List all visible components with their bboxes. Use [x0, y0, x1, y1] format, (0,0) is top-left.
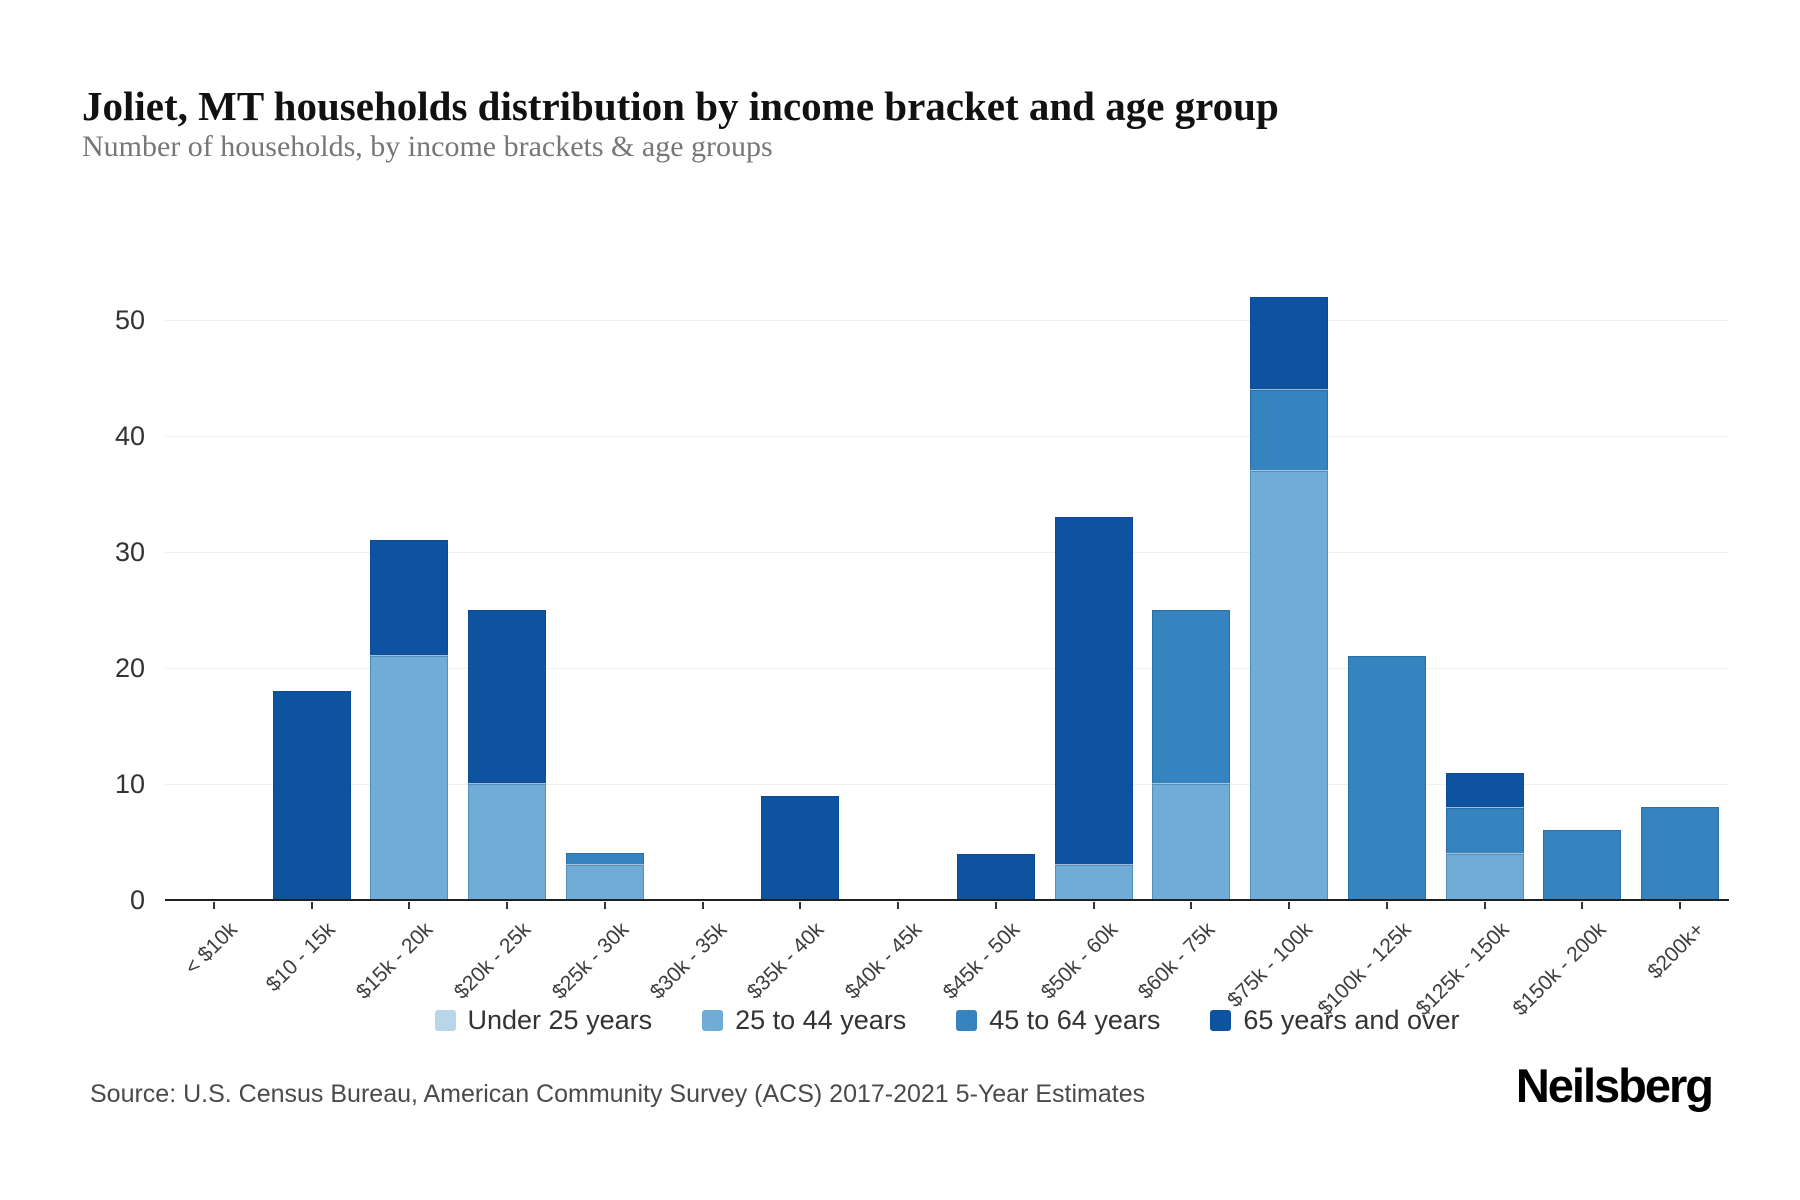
x-axis-category-label: $45k - 50k	[938, 918, 1025, 1004]
x-axis-category-label: $200k+	[1642, 918, 1709, 984]
x-axis-category-label: $40k - 45k	[840, 918, 927, 1004]
x-axis-tick-mark	[995, 902, 997, 909]
legend-label: 25 to 44 years	[735, 1005, 907, 1035]
bar-column--200k+	[1641, 807, 1719, 900]
bar-segment[interactable]	[566, 853, 644, 865]
bar-column--45k-50k	[957, 854, 1035, 900]
x-axis-tick-mark	[1679, 902, 1681, 909]
gridline-y20	[165, 668, 1729, 669]
bar-segment[interactable]	[1250, 471, 1328, 900]
chart-legend: Under 25 years 25 to 44 years 45 to 64 yea…	[165, 1005, 1729, 1036]
legend-swatch-icon	[956, 1010, 978, 1031]
x-axis-category-label: $35k - 40k	[742, 918, 829, 1004]
bar-segment[interactable]	[566, 865, 644, 900]
x-axis-tick-mark	[897, 902, 899, 909]
x-axis-tick-mark	[702, 902, 704, 909]
x-axis-tick-mark	[311, 902, 313, 909]
bar-column--60k-75k	[1152, 610, 1230, 900]
x-axis-line	[165, 899, 1729, 901]
bar-segment[interactable]	[957, 854, 1035, 900]
legend-item-under-25-years[interactable]: Under 25 years	[434, 1005, 653, 1036]
x-axis-category-label: < $10k	[180, 918, 243, 980]
y-axis-tick-label: 40	[114, 421, 145, 451]
x-axis-tick-mark	[408, 902, 410, 909]
gridline-y40	[165, 436, 1729, 437]
x-axis-tick-mark	[1093, 902, 1095, 909]
x-axis-category-label: $75k - 100k	[1223, 918, 1318, 1012]
bar-segment[interactable]	[1446, 773, 1524, 808]
bar-segment[interactable]	[1543, 830, 1621, 900]
page-subtitle: Number of households, by income brackets…	[82, 130, 773, 163]
bar-column--150k-200k	[1543, 830, 1621, 900]
gridline-y50	[165, 320, 1729, 321]
source-attribution: Source: U.S. Census Bureau, American Com…	[90, 1080, 1146, 1108]
page-title: Joliet, MT households distribution by in…	[82, 83, 1279, 130]
legend-swatch-icon	[1210, 1010, 1232, 1031]
bar-column--15k-20k	[370, 540, 448, 900]
legend-label: Under 25 years	[467, 1005, 653, 1035]
bar-column--50k-60k	[1055, 517, 1133, 900]
neilsberg-logo: Neilsberg	[1515, 1059, 1714, 1112]
bar-column--20k-25k	[468, 610, 546, 900]
bar-segment[interactable]	[370, 656, 448, 900]
legend-swatch-icon	[702, 1010, 724, 1031]
x-axis-category-label: $30k - 35k	[645, 918, 732, 1004]
legend-label: 45 to 64 years	[989, 1005, 1161, 1035]
x-axis-tick-mark	[1190, 902, 1192, 909]
y-axis-tick-label: 10	[114, 769, 145, 799]
x-axis-category-label: $15k - 20k	[351, 918, 438, 1004]
bar-segment[interactable]	[1250, 297, 1328, 390]
x-axis-tick-mark	[604, 902, 606, 909]
bar-segment[interactable]	[1055, 865, 1133, 900]
x-axis-tick-mark	[1484, 902, 1486, 909]
bar-segment[interactable]	[468, 784, 546, 900]
x-axis-tick-mark	[1288, 902, 1290, 909]
legend-item-25-to-44-years[interactable]: 25 to 44 years	[702, 1005, 906, 1036]
legend-item-65-years-and-over[interactable]: 65 years and over	[1210, 1005, 1460, 1036]
x-axis-category-label: $10 - 15k	[262, 918, 341, 997]
gridline-y10	[165, 784, 1729, 785]
bar-column--35k-40k	[761, 796, 839, 900]
bar-segment[interactable]	[370, 540, 448, 656]
bar-segment[interactable]	[1055, 517, 1133, 865]
y-axis-tick-label: 20	[114, 653, 145, 683]
bar-segment[interactable]	[1152, 784, 1230, 900]
bar-column--25k-30k	[566, 853, 644, 900]
x-axis-category-label: $50k - 60k	[1036, 918, 1123, 1004]
x-axis-tick-mark	[1386, 902, 1388, 909]
y-axis-tick-label: 50	[114, 305, 145, 335]
y-axis-tick-label: 30	[114, 537, 145, 567]
x-axis-category-label: $20k - 25k	[449, 918, 536, 1004]
x-axis-category-label: $60k - 75k	[1133, 918, 1220, 1004]
bar-segment[interactable]	[1250, 390, 1328, 471]
bar-segment[interactable]	[1348, 656, 1426, 900]
bar-column--75k-100k	[1250, 297, 1328, 900]
bar-segment[interactable]	[1641, 807, 1719, 900]
bar-segment[interactable]	[468, 610, 546, 784]
legend-item-45-to-64-years[interactable]: 45 to 64 years	[956, 1005, 1160, 1036]
x-axis-tick-mark	[213, 902, 215, 909]
legend-swatch-icon	[434, 1010, 456, 1031]
bar-segment[interactable]	[761, 796, 839, 900]
bar-column--125k-150k	[1446, 773, 1524, 900]
bar-segment[interactable]	[1446, 808, 1524, 854]
y-axis-tick-label: 0	[129, 885, 145, 915]
bar-segment[interactable]	[1152, 610, 1230, 784]
bar-column--10-15k	[273, 691, 351, 900]
x-axis-tick-mark	[799, 902, 801, 909]
gridline-y30	[165, 552, 1729, 553]
x-axis-category-label: $25k - 30k	[547, 918, 634, 1004]
bar-column--100k-125k	[1348, 656, 1426, 900]
legend-label: 65 years and over	[1243, 1005, 1460, 1035]
x-axis-tick-mark	[506, 902, 508, 909]
bar-segment[interactable]	[1446, 854, 1524, 900]
bar-segment[interactable]	[273, 691, 351, 900]
x-axis-tick-mark	[1581, 902, 1583, 909]
